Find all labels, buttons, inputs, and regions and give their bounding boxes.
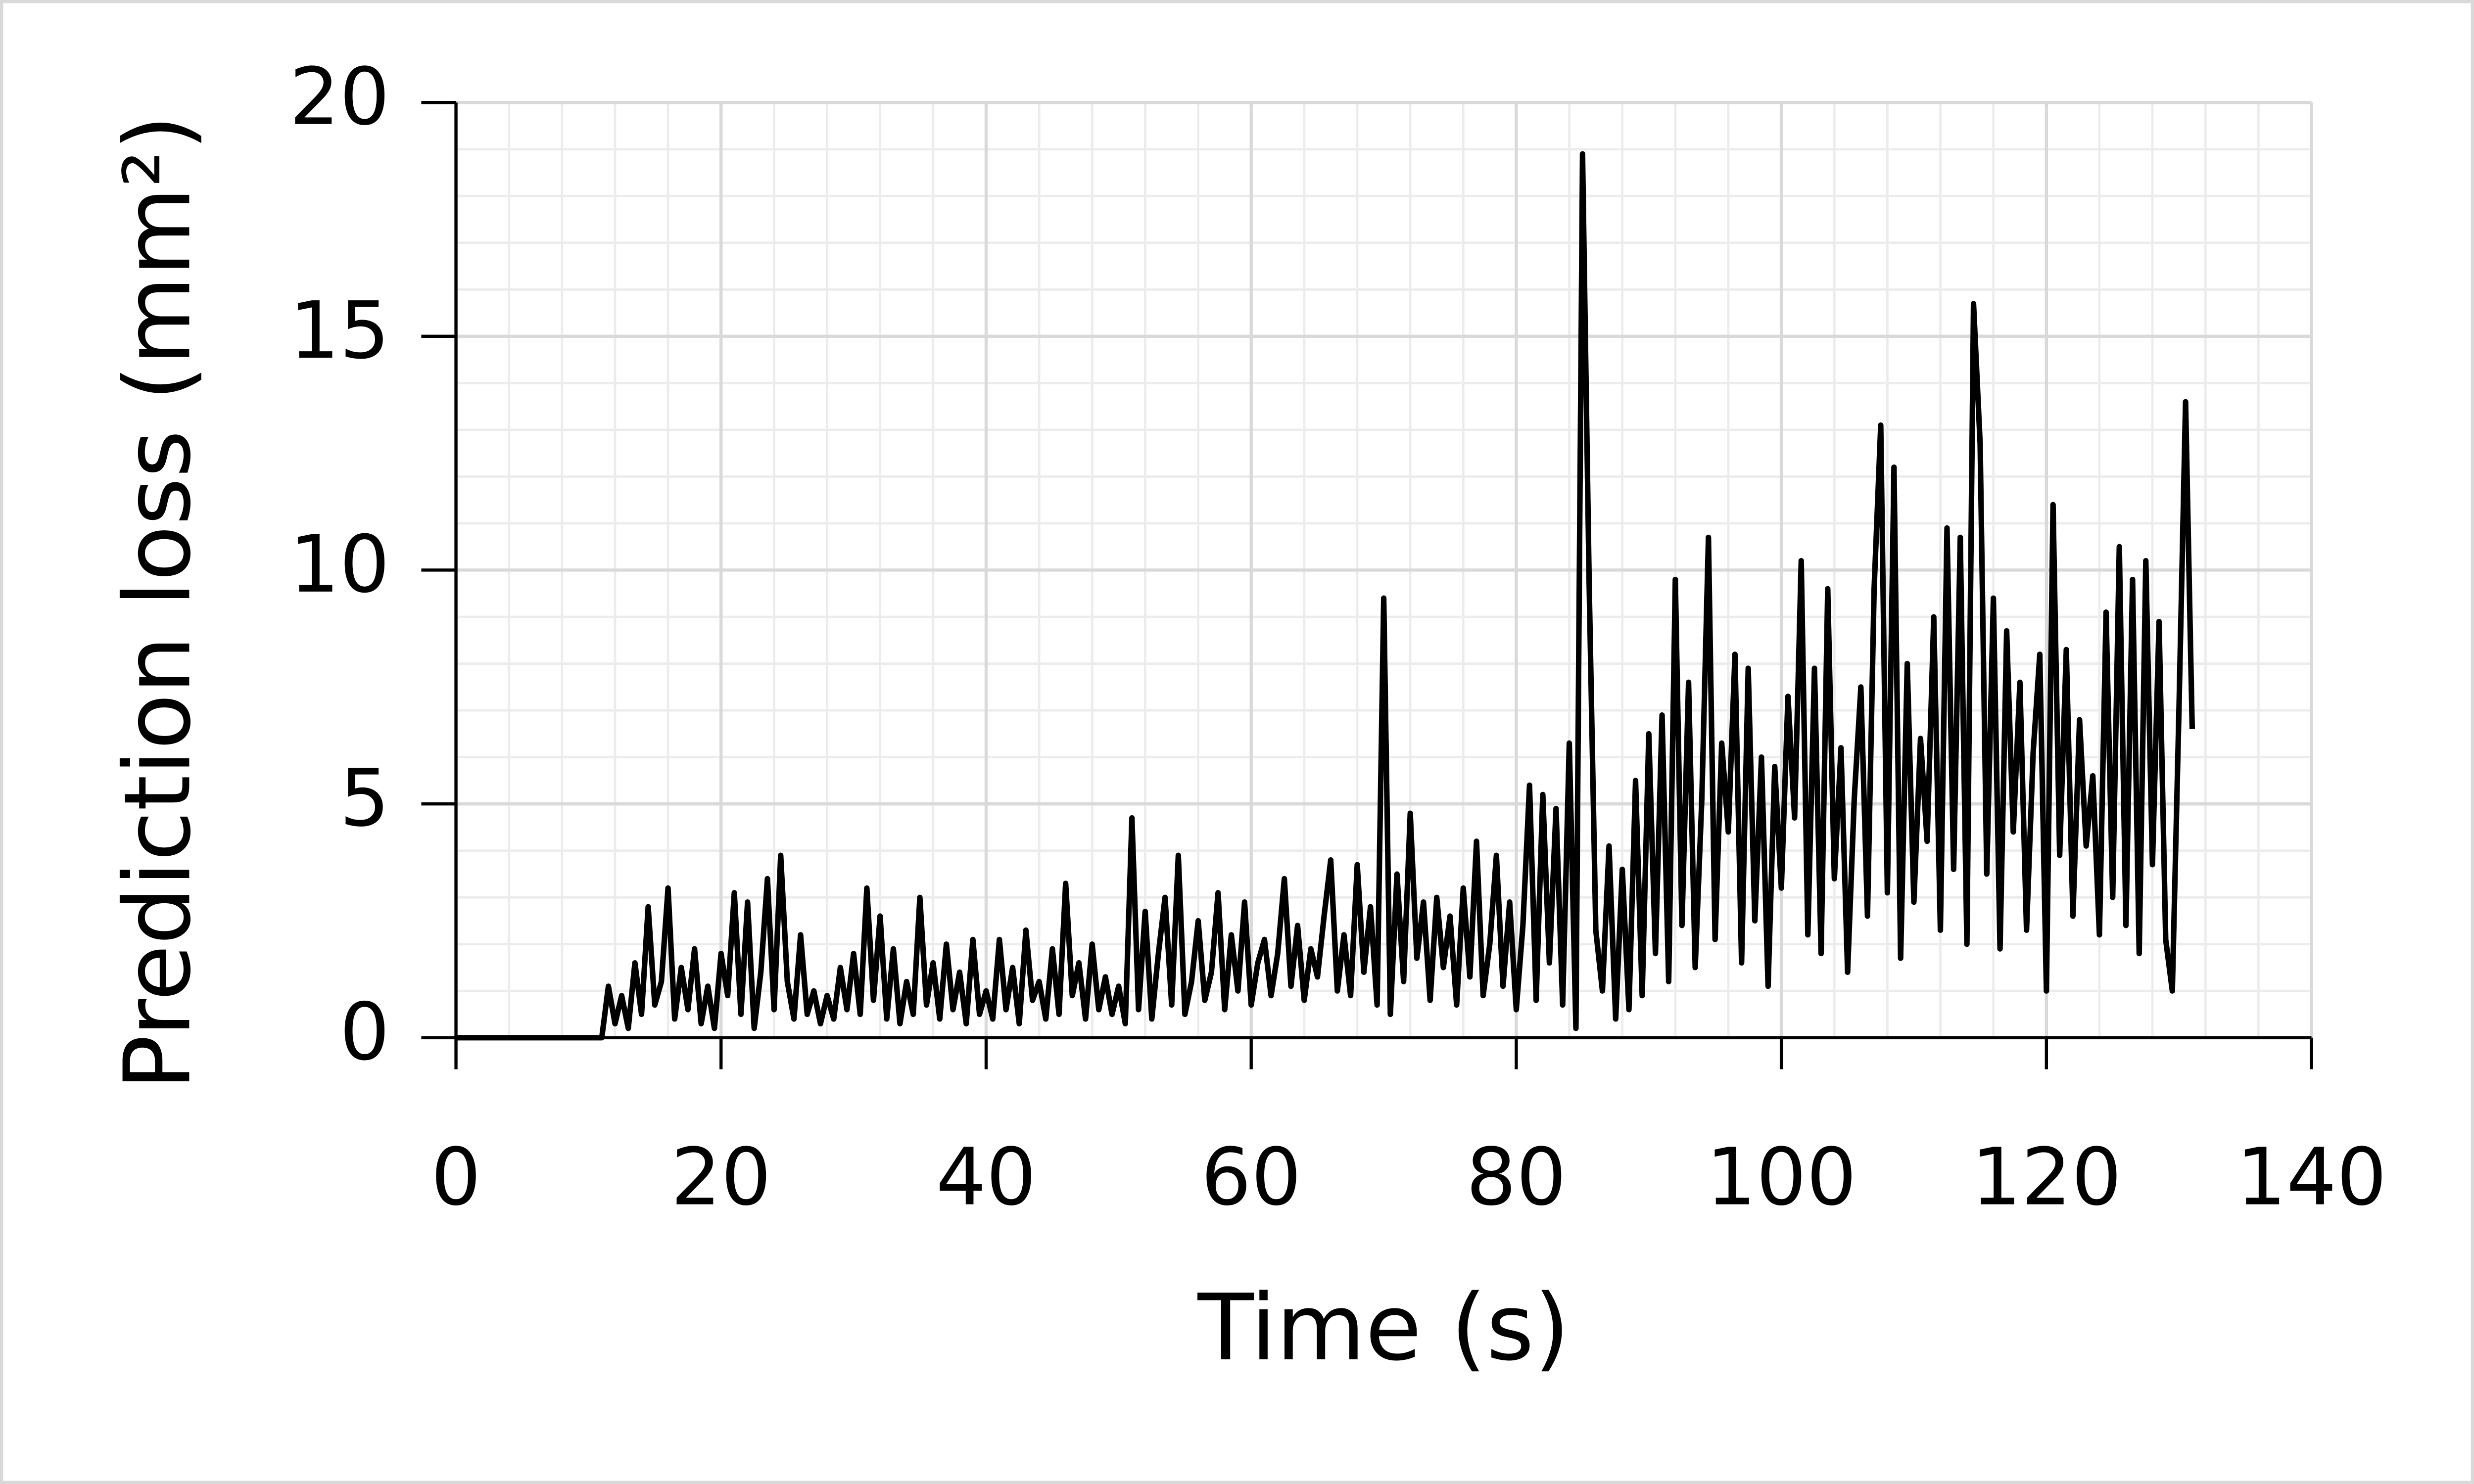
x-tick-label: 100: [1706, 1131, 1856, 1223]
y-tick-label: 5: [339, 752, 389, 844]
y-tick-label: 10: [289, 518, 390, 610]
plot-area: [456, 151, 2195, 1041]
x-tick-label: 60: [1201, 1131, 1301, 1223]
x-tick-label: 120: [1971, 1131, 2122, 1223]
x-tick-label: 0: [431, 1131, 481, 1223]
axes: 0 20 40 60 80 100 120 140 0 5 10 15 20: [289, 51, 2387, 1223]
y-tick-label: 15: [289, 284, 390, 376]
x-axis-title: Time (s): [1197, 1274, 1570, 1381]
y-axis-title: Prediction loss (mm²): [104, 115, 211, 1090]
x-tick-label: 20: [671, 1131, 771, 1223]
data-line: [456, 151, 2195, 1041]
y-tick-label: 20: [289, 51, 390, 143]
x-tick-label: 140: [2236, 1131, 2386, 1223]
x-tick-label: 80: [1466, 1131, 1567, 1223]
x-tick-label: 40: [936, 1131, 1037, 1223]
y-tick-label: 0: [339, 986, 389, 1078]
